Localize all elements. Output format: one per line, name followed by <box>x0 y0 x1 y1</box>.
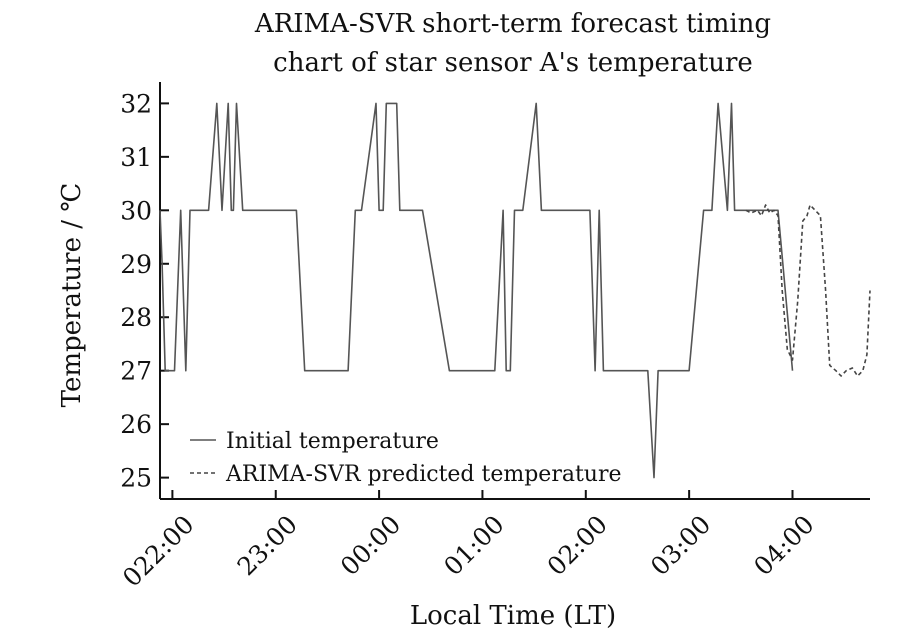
y-tick-label: 27 <box>120 357 152 386</box>
x-tick-label: 02:00 <box>542 510 613 581</box>
legend-label-initial: Initial temperature <box>226 429 439 454</box>
y-ticks: 25 26 27 28 29 30 31 32 <box>120 89 169 493</box>
legend: Initial temperature ARIMA-SVR predicted … <box>190 429 622 487</box>
y-tick-label: 28 <box>120 303 152 332</box>
x-tick-label: 01:00 <box>438 510 509 581</box>
chart-title-line-2: chart of star sensor A's temperature <box>273 48 753 78</box>
y-tick-label: 26 <box>120 410 152 439</box>
legend-label-predicted: ARIMA-SVR predicted temperature <box>225 462 622 487</box>
series-line-initial <box>159 102 794 479</box>
series-line-predicted <box>745 204 871 377</box>
y-tick-label: 29 <box>120 250 152 279</box>
y-axis-label: Temperature / ℃ <box>57 183 87 408</box>
x-axis-label: Local Time (LT) <box>410 601 616 631</box>
x-tick-label: 04:00 <box>748 510 819 581</box>
x-tick-label: 022:00 <box>117 510 200 593</box>
x-tick-label: 23:00 <box>232 510 303 581</box>
y-tick-label: 30 <box>120 196 152 225</box>
y-tick-label: 32 <box>120 89 152 118</box>
y-tick-label: 25 <box>120 464 152 493</box>
x-ticks: 022:00 23:00 00:00 01:00 02:00 03:00 04:00 <box>117 490 820 592</box>
series-group <box>159 102 871 479</box>
x-tick-label: 03:00 <box>645 510 716 581</box>
chart-title-line-1: ARIMA-SVR short-term forecast timing <box>254 9 771 39</box>
y-tick-label: 31 <box>120 143 152 172</box>
x-tick-label: 00:00 <box>335 510 406 581</box>
